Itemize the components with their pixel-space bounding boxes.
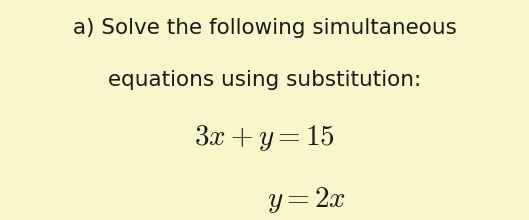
Text: $3x + y = 15$: $3x + y = 15$ bbox=[194, 123, 335, 153]
Text: equations using substitution:: equations using substitution: bbox=[108, 70, 421, 90]
Text: $y = 2x$: $y = 2x$ bbox=[267, 185, 346, 215]
Text: a) Solve the following simultaneous: a) Solve the following simultaneous bbox=[72, 18, 457, 38]
